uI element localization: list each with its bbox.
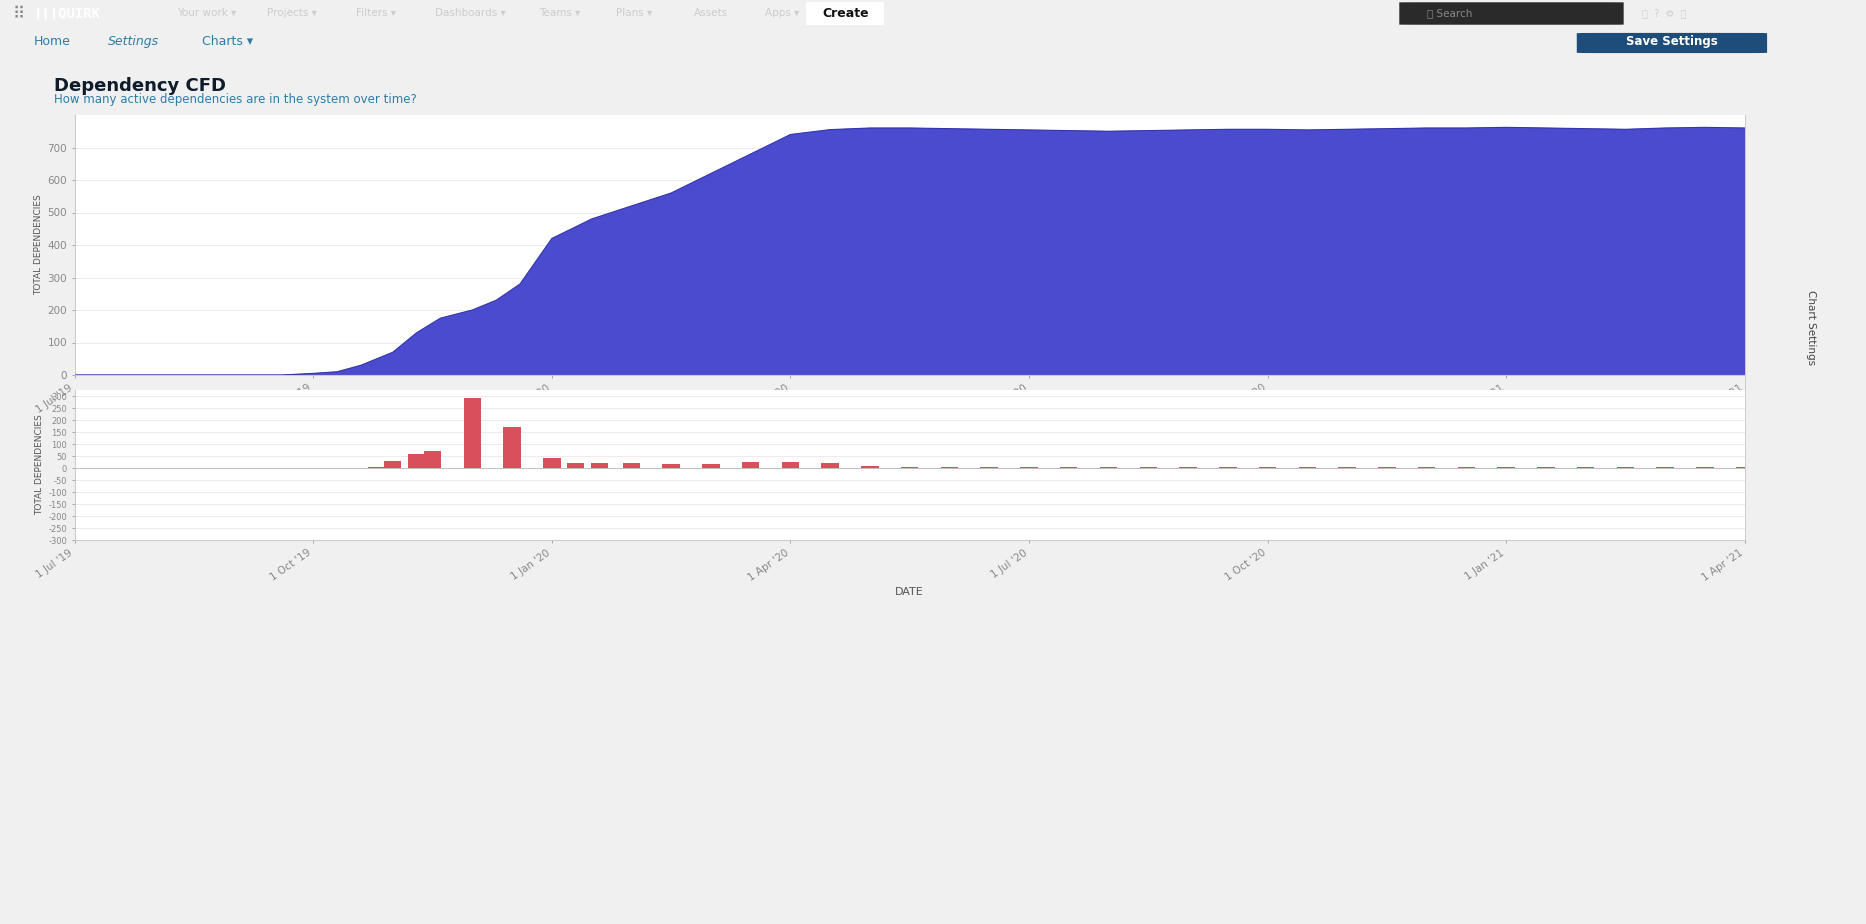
FancyBboxPatch shape <box>1400 3 1623 25</box>
Text: Home: Home <box>34 35 71 48</box>
X-axis label: DATE: DATE <box>896 587 924 597</box>
Text: Filters ▾: Filters ▾ <box>356 8 396 18</box>
Text: 🔔  ?  ⚙  👤: 🔔 ? ⚙ 👤 <box>1642 8 1687 18</box>
Text: Create: Create <box>823 7 868 20</box>
Bar <box>1616 467 1635 468</box>
Bar <box>368 467 386 468</box>
Text: Chart Settings: Chart Settings <box>1806 290 1816 365</box>
Bar <box>424 451 440 468</box>
Bar <box>1021 467 1037 468</box>
Bar <box>782 462 799 468</box>
Text: Dependency CFD: Dependency CFD <box>54 78 226 95</box>
Text: Dashboards ▾: Dashboards ▾ <box>435 8 506 18</box>
Bar <box>623 463 640 468</box>
Text: ⠿: ⠿ <box>13 5 24 22</box>
Bar <box>980 467 998 468</box>
Bar <box>1538 467 1554 468</box>
Bar <box>504 427 521 468</box>
Bar <box>384 461 401 468</box>
Bar <box>940 467 957 468</box>
Bar <box>662 465 679 468</box>
Bar <box>1379 467 1396 468</box>
Y-axis label: TOTAL DEPENDENCIES: TOTAL DEPENDENCIES <box>34 195 43 296</box>
Bar <box>409 454 425 468</box>
Bar <box>543 458 560 468</box>
FancyBboxPatch shape <box>806 2 884 25</box>
Text: Projects ▾: Projects ▾ <box>267 8 317 18</box>
Text: Apps ▾: Apps ▾ <box>765 8 799 18</box>
Bar <box>1099 467 1118 468</box>
Bar <box>821 463 840 468</box>
Text: How many active dependencies are in the system over time?: How many active dependencies are in the … <box>54 93 416 106</box>
Bar <box>1299 467 1316 468</box>
Bar <box>1497 467 1515 468</box>
Text: Save Settings: Save Settings <box>1625 35 1719 48</box>
Bar <box>1260 467 1276 468</box>
Text: 🔍 Search: 🔍 Search <box>1427 8 1472 18</box>
Text: Assets: Assets <box>694 8 728 18</box>
Bar <box>1696 467 1713 468</box>
Bar <box>567 463 584 468</box>
Bar <box>1457 467 1476 468</box>
Bar <box>743 462 759 468</box>
Text: Teams ▾: Teams ▾ <box>539 8 580 18</box>
Text: Plans ▾: Plans ▾ <box>616 8 651 18</box>
Bar <box>1140 467 1157 468</box>
Bar <box>592 463 608 468</box>
Text: ❙❙❙QUIRK: ❙❙❙QUIRK <box>34 6 101 20</box>
Bar <box>1657 467 1674 468</box>
Bar <box>1338 467 1357 468</box>
Text: Charts ▾: Charts ▾ <box>202 35 252 48</box>
Bar <box>862 466 879 468</box>
Bar <box>1577 467 1594 468</box>
Bar <box>1218 467 1237 468</box>
Bar <box>1418 467 1435 468</box>
Bar <box>901 467 918 468</box>
Y-axis label: TOTAL DEPENDENCIES: TOTAL DEPENDENCIES <box>35 415 45 516</box>
X-axis label: DATE: DATE <box>896 422 924 432</box>
Bar <box>1060 467 1077 468</box>
Text: Settings: Settings <box>108 35 159 48</box>
Bar <box>1179 467 1196 468</box>
FancyBboxPatch shape <box>1577 33 1767 53</box>
Bar <box>702 465 720 468</box>
Text: Your work ▾: Your work ▾ <box>177 8 237 18</box>
Bar <box>463 398 481 468</box>
Bar <box>1735 467 1754 468</box>
